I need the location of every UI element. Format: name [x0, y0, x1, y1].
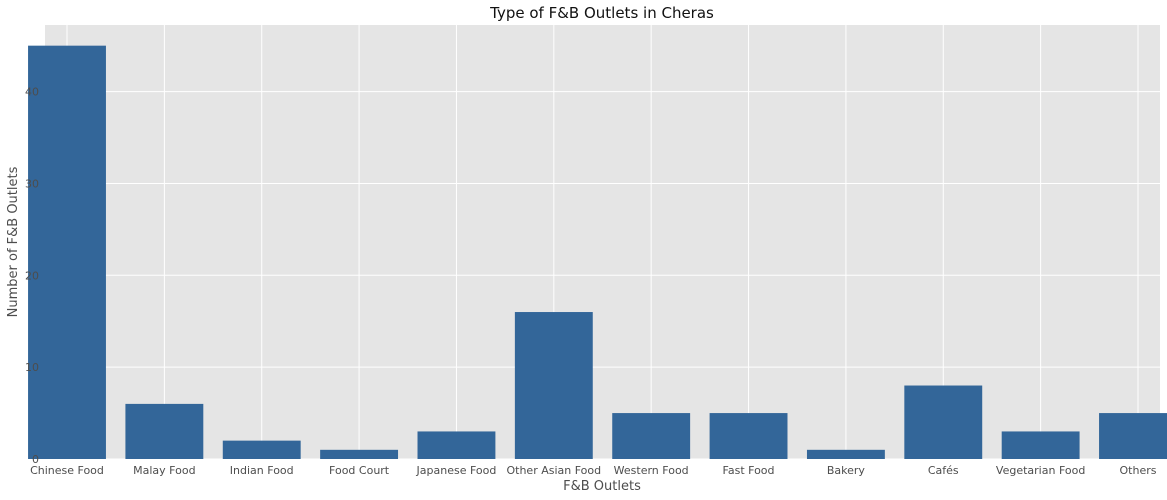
bar: [125, 403, 204, 459]
y-tick-label: 10: [25, 361, 39, 374]
x-tick-label: Others: [1120, 464, 1157, 477]
y-tick-label: 40: [25, 86, 39, 99]
bars: [28, 45, 1167, 460]
bar: [904, 385, 983, 459]
x-tick-label: Chinese Food: [30, 464, 104, 477]
bar: [806, 449, 885, 459]
x-tick-label: Fast Food: [723, 464, 775, 477]
chart-title: Type of F&B Outlets in Cheras: [489, 4, 714, 22]
x-tick-label: Indian Food: [230, 464, 294, 477]
y-axis-label: Number of F&B Outlets: [6, 166, 21, 317]
x-tick-label: Food Court: [329, 464, 390, 477]
x-axis-ticks: Chinese Food Malay Food Indian Food Food Co…: [30, 464, 1157, 477]
bar: [514, 312, 593, 459]
y-tick-label: 30: [25, 177, 39, 190]
bar: [417, 431, 496, 459]
bar: [709, 413, 788, 459]
y-tick-label: 0: [32, 453, 39, 466]
plot-area: [45, 25, 1160, 459]
x-tick-label: Other Asian Food: [506, 464, 601, 477]
bar: [320, 449, 399, 459]
y-tick-label: 20: [25, 269, 39, 282]
x-tick-label: Malay Food: [133, 464, 195, 477]
x-tick-label: Cafés: [928, 464, 959, 477]
bar: [1099, 413, 1167, 459]
bar: [28, 45, 106, 460]
x-axis-label: F&B Outlets: [563, 479, 641, 494]
bar: [222, 440, 301, 459]
bar: [612, 413, 691, 459]
y-axis-ticks: 0 10 20 30 40: [25, 86, 39, 466]
x-tick-label: Vegetarian Food: [996, 464, 1085, 477]
x-tick-label: Japanese Food: [416, 464, 497, 477]
x-tick-label: Western Food: [614, 464, 689, 477]
x-tick-label: Bakery: [827, 464, 866, 477]
bar: [1001, 431, 1080, 459]
